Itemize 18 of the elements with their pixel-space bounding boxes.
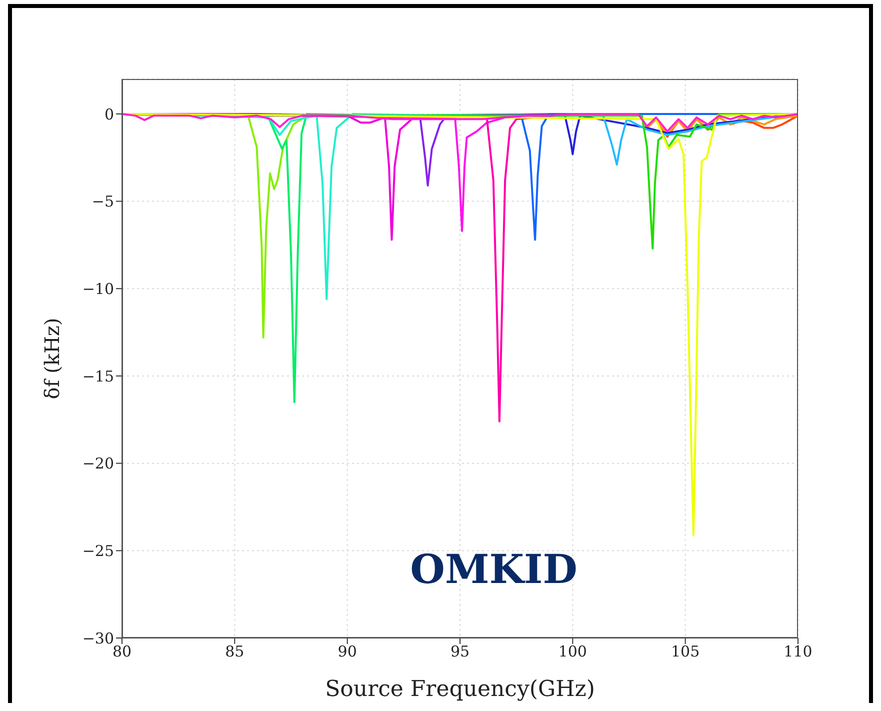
- x-tick-label: 95: [450, 642, 470, 661]
- x-tick-label: 110: [784, 642, 812, 661]
- y-tick-label: 0: [104, 105, 114, 124]
- y-tick-label: −30: [82, 629, 114, 648]
- y-tick-label: −15: [82, 367, 114, 386]
- y-tick-label: −5: [92, 192, 114, 211]
- y-tick-label: −25: [82, 542, 114, 560]
- x-tick-label: 85: [225, 642, 244, 661]
- x-tick-label: 80: [112, 642, 132, 661]
- annotation: OMKID: [409, 546, 578, 593]
- y-tick-label: −10: [82, 280, 114, 298]
- y-axis-title: δf (kHz): [40, 318, 64, 400]
- y-tick-label: −20: [82, 454, 114, 473]
- x-axis-title: Source Frequency(GHz): [325, 677, 595, 702]
- x-tick-label: 90: [338, 642, 357, 661]
- line-series: [122, 112, 798, 536]
- x-tick-label: 105: [671, 642, 700, 661]
- x-tick-label: 100: [558, 642, 587, 661]
